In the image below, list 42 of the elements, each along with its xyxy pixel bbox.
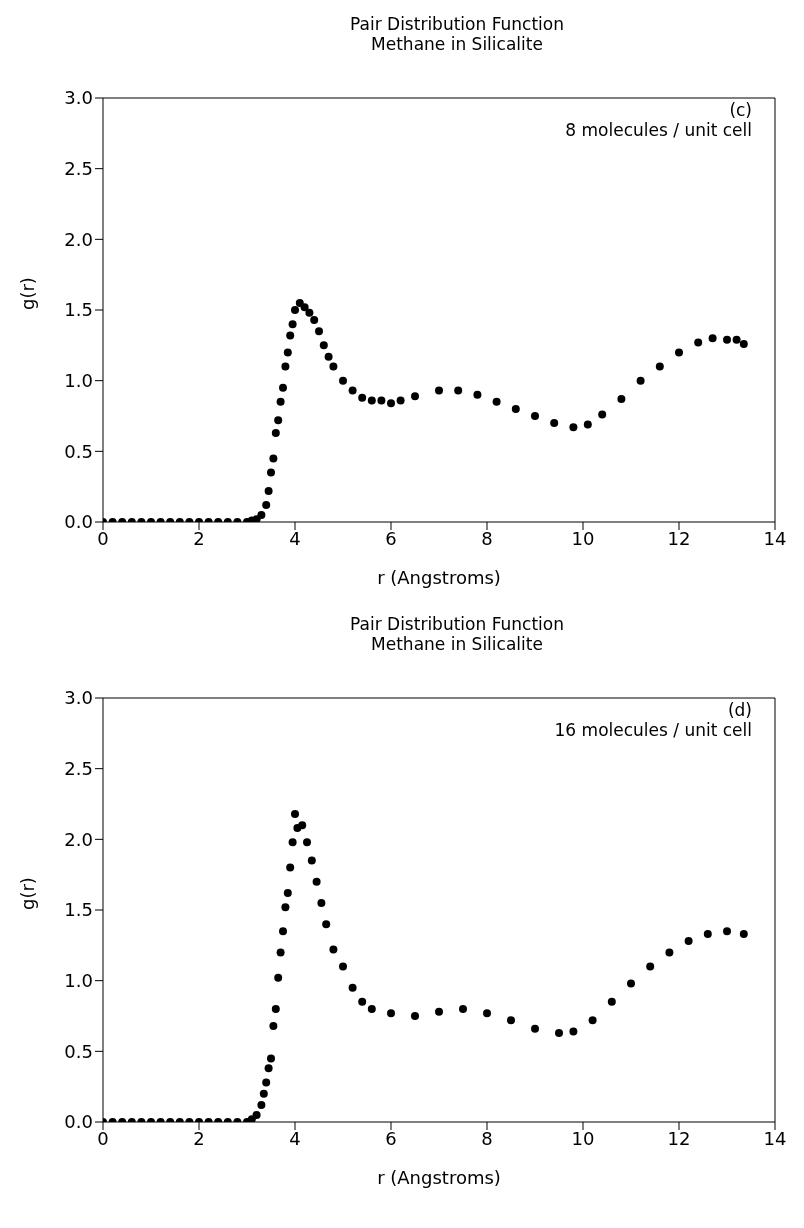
x-tick-label: 8 [481,1127,493,1149]
y-tick-label: 2.0 [64,228,93,250]
y-tick-label: 3.0 [64,87,93,109]
y-tick-label: 1.0 [64,970,93,992]
x-tick-label: 0 [97,527,109,549]
y-tick-label: 0.0 [64,1111,93,1133]
x-tick-label: 2 [193,1127,205,1149]
chart-title: Pair Distribution Function [349,14,565,34]
chart-title: Pair Distribution Function [349,614,565,634]
x-tick-label: 12 [667,527,691,549]
x-tick-label: 10 [571,527,595,549]
annotation: 8 molecules / unit cell [565,120,752,140]
y-tick-label: 2.0 [64,828,93,850]
y-tick-label: 1.5 [64,899,93,921]
x-tick-label: 6 [385,1127,397,1149]
x-tick-label: 12 [667,1127,691,1149]
y-tick-label: 0.5 [64,440,93,462]
x-tick-label: 4 [289,1127,301,1149]
chart-subtitle: Methane in Silicalite [370,34,544,54]
x-tick-label: 8 [481,527,493,549]
x-tick-label: 6 [385,527,397,549]
y-axis-title: g(r) [17,277,39,310]
annotation: 16 molecules / unit cell [554,720,752,740]
y-axis-title: g(r) [17,877,39,910]
y-tick-label: 0.0 [64,511,93,533]
x-axis-title: r (Angstroms) [377,1167,501,1188]
x-tick-label: 0 [97,1127,109,1149]
y-tick-label: 0.5 [64,1040,93,1062]
annotation: (d) [726,700,752,720]
chart-subtitle: Methane in Silicalite [370,634,544,654]
y-tick-label: 2.5 [64,758,93,780]
x-axis-title: r (Angstroms) [377,567,501,588]
y-tick-label: 1.0 [64,370,93,392]
y-tick-label: 1.5 [64,299,93,321]
x-tick-label: 14 [763,1127,787,1149]
x-tick-label: 14 [763,527,787,549]
x-tick-label: 10 [571,1127,595,1149]
annotation: (c) [728,100,752,120]
y-tick-label: 3.0 [64,687,93,709]
y-tick-label: 2.5 [64,158,93,180]
x-tick-label: 2 [193,527,205,549]
x-tick-label: 4 [289,527,301,549]
